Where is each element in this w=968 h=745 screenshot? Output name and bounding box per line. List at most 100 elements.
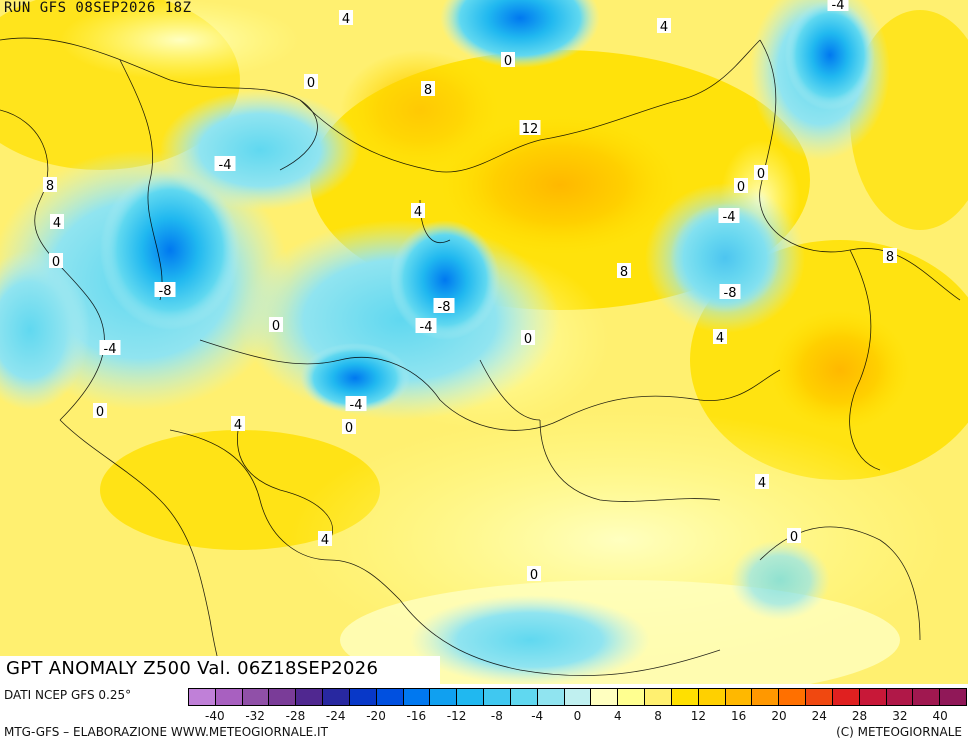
contour-label-bg [50, 214, 64, 229]
color-scale-ticks: -40 -32 -28 -24 -20 -16 -12 -8 -4 0 4 8 12 16 20 24 28 32… [188, 709, 967, 723]
contour-label-bg [318, 531, 332, 546]
color-swatch [940, 689, 967, 705]
color-swatch [296, 689, 324, 705]
contour-label-bg [755, 474, 769, 489]
contour-label-bg [754, 165, 768, 180]
contour-label-bg [345, 396, 367, 411]
contour-label: 4 [716, 331, 724, 346]
contour-label: 0 [530, 568, 538, 583]
title-box: GPT ANOMALY Z500 Val. 06Z18SEP2026 [0, 656, 440, 684]
contour-label: 4 [342, 12, 350, 27]
color-swatch [832, 689, 860, 705]
contour-label: 4 [758, 476, 766, 491]
contour-label: 0 [757, 167, 765, 182]
color-swatch [403, 689, 431, 705]
contour-label-bg [154, 282, 176, 297]
color-swatch [189, 689, 216, 705]
color-scale-tick-label: -20 [366, 709, 386, 723]
contour-label-bg [421, 81, 435, 96]
contour-label: -4 [723, 210, 736, 225]
contour-label: 0 [307, 76, 315, 91]
contour-label-bg [214, 156, 236, 171]
color-swatch [913, 689, 941, 705]
anomaly-map: 44-400 812-48 004 -440 88-8 -8-80 -40 4-4-404 04… [0, 0, 968, 684]
contour-label-bg [415, 318, 437, 333]
contour-label-bg [99, 340, 121, 355]
contour-label-bg [787, 528, 801, 543]
contour-label-bg [521, 330, 535, 345]
color-swatch [484, 689, 511, 705]
contour-label-bg [719, 284, 741, 299]
color-swatch [671, 689, 699, 705]
color-swatch [806, 689, 833, 705]
color-scale-tick-label: 40 [932, 709, 948, 723]
color-swatch [886, 689, 914, 705]
contour-label: -4 [420, 320, 433, 335]
contour-label: 8 [46, 179, 54, 194]
color-swatch [430, 689, 458, 705]
color-swatch [349, 689, 377, 705]
color-scale-tick-label: -32 [245, 709, 265, 723]
contour-label: 0 [272, 319, 280, 334]
contour-label: -4 [832, 0, 845, 13]
contour-label: -4 [219, 158, 232, 173]
color-scale-tick-label: -40 [205, 709, 225, 723]
color-swatch [645, 689, 672, 705]
color-scale-tick-label: -4 [531, 709, 544, 723]
contour-label-bg [617, 263, 631, 278]
contour-label: 4 [234, 418, 242, 433]
color-scale-tick-label: -28 [285, 709, 306, 723]
color-scale-tick-label: 16 [731, 709, 747, 723]
color-swatch [457, 689, 485, 705]
color-swatch [376, 689, 404, 705]
contour-label-bg [657, 18, 671, 33]
color-scale-tick-label: 20 [771, 709, 787, 723]
contour-label-bg [339, 10, 353, 25]
contour-label-bg [411, 203, 425, 218]
color-swatch [269, 689, 297, 705]
contour-labels: 44-400 812-48 004 -440 88-8 -8-80 -40 4-4-404 04… [43, 0, 897, 583]
color-swatch [537, 689, 565, 705]
map-title: GPT ANOMALY Z500 Val. 06Z18SEP2026 [6, 658, 379, 679]
contour-label: 4 [660, 20, 668, 35]
color-scale-tick-label: 0 [573, 709, 582, 723]
contour-label: -4 [350, 398, 363, 413]
color-scale-tick-label: -24 [325, 709, 346, 723]
color-swatch [242, 689, 270, 705]
contour-label: 0 [737, 180, 745, 195]
contour-label: 8 [620, 265, 628, 280]
color-scale-tick-label: 12 [690, 709, 707, 723]
contour-label: -4 [104, 342, 117, 357]
contour-label-bg [827, 0, 849, 11]
contour-label: 0 [504, 54, 512, 69]
contour-label-bg [734, 178, 748, 193]
contour-label: 0 [96, 405, 104, 420]
color-swatch [564, 689, 592, 705]
color-swatch [752, 689, 780, 705]
color-scale-tick-label: 24 [811, 709, 827, 723]
color-swatch [215, 689, 243, 705]
contour-label-bg [501, 52, 515, 67]
contour-label: 8 [886, 250, 894, 265]
contour-label-bg [527, 566, 541, 581]
contour-label-bg [883, 248, 897, 263]
color-swatch [725, 689, 753, 705]
color-scale-tick-label: 4 [613, 709, 622, 723]
contour-label-bg [718, 208, 740, 223]
contour-label: -8 [724, 286, 737, 301]
contour-label-bg [304, 74, 318, 89]
color-scale-tick-label: -16 [406, 709, 427, 723]
color-swatch [591, 689, 619, 705]
credit-label: MTG-GFS – ELABORAZIONE WWW.METEOGIORNALE… [4, 725, 328, 739]
contour-label-bg [519, 120, 541, 135]
contour-label-bg [269, 317, 283, 332]
contour-label: 4 [53, 216, 61, 231]
contour-label: 0 [345, 421, 353, 436]
contour-label-bg [231, 416, 245, 431]
color-scale-tick-label: 8 [654, 709, 662, 723]
contour-label: -8 [159, 284, 172, 299]
contour-label: 0 [790, 530, 798, 545]
color-swatch [618, 689, 646, 705]
color-swatch [510, 689, 538, 705]
contour-label: 4 [414, 205, 422, 220]
